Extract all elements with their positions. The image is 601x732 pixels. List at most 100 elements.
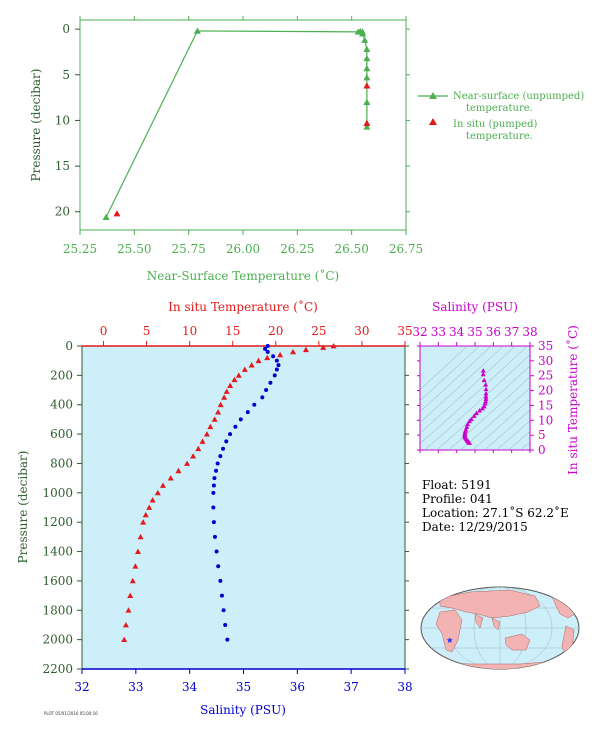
salinity-point xyxy=(223,622,228,627)
temperature-point xyxy=(231,376,238,383)
temperature-point xyxy=(195,445,202,452)
salinity-tick-label: 35 xyxy=(236,680,251,694)
xtick-label: 25.25 xyxy=(63,242,97,256)
temperature-point xyxy=(149,497,156,503)
ts-point xyxy=(477,407,483,413)
profile-axes: 0200400600800100012001400160018002000220… xyxy=(42,324,412,694)
star-icon xyxy=(446,637,453,643)
salinity-point xyxy=(212,476,217,481)
temperature-point xyxy=(175,467,182,474)
profile-ylabel: Pressure (decibar) xyxy=(16,451,30,564)
temperature-point xyxy=(184,460,191,466)
ts-point xyxy=(483,391,489,396)
density-contour xyxy=(520,441,530,450)
salinity-point xyxy=(211,483,216,488)
ts-xtick-label: 38 xyxy=(522,325,537,339)
profile-date: Date: 12/29/2015 xyxy=(422,520,528,534)
salinity-tick-label: 34 xyxy=(182,680,198,694)
density-contour xyxy=(420,346,480,402)
legend-label-unpumped: Near-surface (unpumped) temperature. xyxy=(453,91,584,114)
legend-marker-pumped xyxy=(429,118,437,125)
temperature-tick-label: 10 xyxy=(182,324,197,338)
xtick-label: 25.50 xyxy=(117,242,151,256)
density-contour xyxy=(496,420,530,450)
ts-point xyxy=(481,377,487,383)
ytick-label: 1600 xyxy=(42,574,73,588)
xtick-label: 26.75 xyxy=(389,242,423,256)
temperature-tick-label: 35 xyxy=(397,324,412,338)
legend-label-pumped: In situ (pumped) temperature. xyxy=(453,119,537,142)
unpumped-point xyxy=(361,36,369,43)
temperature-point xyxy=(302,346,309,353)
temperature-point xyxy=(217,401,224,408)
salinity-point xyxy=(274,367,279,372)
temperature-point xyxy=(142,511,149,518)
ytick-label: 2200 xyxy=(42,662,73,676)
temperature-tick-label: 5 xyxy=(143,324,151,338)
salinity-point xyxy=(264,388,269,393)
ts-ytick-label: 0 xyxy=(538,443,546,457)
salinity-point xyxy=(272,373,277,378)
temperature-point xyxy=(132,563,139,569)
ts-xtick-label: 32 xyxy=(412,325,427,339)
temperature-point xyxy=(137,533,144,540)
profile-number: Profile: 041 xyxy=(422,492,493,506)
ts-point xyxy=(482,400,488,406)
density-contour xyxy=(484,409,530,450)
temperature-point xyxy=(167,475,174,481)
density-contour xyxy=(472,398,530,450)
ts-xtick-label: 37 xyxy=(504,325,519,339)
ytick-label: 200 xyxy=(50,368,73,382)
temperature-point xyxy=(290,348,297,355)
unpumped-point xyxy=(363,54,371,62)
salinity-tick-label: 33 xyxy=(128,680,143,694)
temperature-point xyxy=(154,489,161,496)
density-contour xyxy=(424,354,530,450)
temperature-point xyxy=(159,482,166,488)
temperature-point xyxy=(127,592,134,598)
ytick-label: 1000 xyxy=(42,486,73,500)
float-location: Location: 27.1˚S 62.2˚E xyxy=(422,505,569,520)
ts-ylabel: In situ Temperature (˚C) xyxy=(565,325,580,475)
ts-point xyxy=(483,396,489,401)
temperature-point xyxy=(215,409,222,415)
pumped-point xyxy=(363,119,371,126)
temperature-point xyxy=(241,366,248,372)
ts-ytick-label: 5 xyxy=(538,428,546,442)
density-contour xyxy=(508,430,530,450)
unpumped-point xyxy=(363,45,371,53)
density-contour xyxy=(420,346,528,444)
salinity-point xyxy=(268,380,273,385)
ytick-label: 800 xyxy=(50,456,73,470)
ts-ytick-label: 30 xyxy=(538,354,553,368)
salinity-point xyxy=(265,344,270,348)
ts-point xyxy=(483,394,489,399)
ts-point xyxy=(480,371,486,377)
salinity-point xyxy=(265,349,270,354)
unpumped-point xyxy=(102,213,110,221)
ts-series xyxy=(462,368,489,445)
density-contour xyxy=(420,346,504,423)
salinity-point xyxy=(260,395,265,400)
xtick-label: 26.00 xyxy=(226,242,260,256)
temperature-point xyxy=(129,577,136,584)
ts-point xyxy=(483,386,489,392)
ts-ytick-label: 35 xyxy=(538,339,553,353)
pumped-point xyxy=(363,82,371,89)
unpumped-point xyxy=(363,64,371,72)
salinity-tick-label: 37 xyxy=(344,680,359,694)
temperature-tick-label: 20 xyxy=(268,324,283,338)
legend-marker-unpumped xyxy=(429,92,437,99)
salinity-tick-label: 32 xyxy=(74,680,89,694)
temperature-point xyxy=(146,504,153,510)
density-contour xyxy=(420,346,468,391)
density-contour xyxy=(460,387,530,450)
density-contour xyxy=(420,346,492,412)
density-contour xyxy=(448,376,530,450)
temperature-point xyxy=(203,431,210,437)
salinity-point xyxy=(218,578,223,583)
near-surface-plot-frame xyxy=(79,19,407,231)
salinity-point xyxy=(228,432,233,437)
ts-ytick-label: 20 xyxy=(538,384,553,398)
ts-point xyxy=(473,410,479,416)
